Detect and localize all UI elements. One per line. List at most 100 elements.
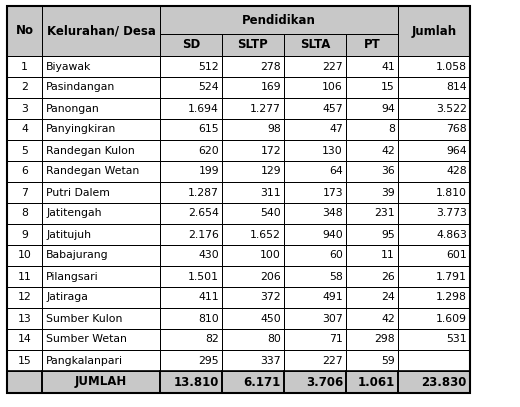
Text: 1.277: 1.277: [250, 103, 281, 114]
Text: 60: 60: [329, 250, 343, 260]
Bar: [284, 308, 346, 329]
Bar: [284, 245, 346, 266]
Bar: [398, 287, 470, 308]
Bar: [346, 308, 398, 329]
Bar: [42, 6, 160, 56]
Text: 6: 6: [21, 166, 28, 177]
Bar: [398, 56, 470, 77]
Bar: [160, 245, 222, 266]
Bar: [398, 329, 470, 350]
Bar: [160, 161, 222, 182]
Text: SLTA: SLTA: [300, 39, 330, 52]
Bar: [398, 6, 470, 56]
Bar: [160, 371, 222, 393]
Bar: [42, 182, 160, 203]
Bar: [7, 371, 42, 393]
Bar: [42, 245, 160, 266]
Bar: [398, 182, 470, 203]
Bar: [222, 140, 284, 161]
Bar: [42, 119, 160, 140]
Bar: [284, 77, 346, 98]
Text: 80: 80: [267, 335, 281, 344]
Text: 82: 82: [205, 335, 219, 344]
Bar: [7, 329, 42, 350]
Bar: [284, 350, 346, 371]
Bar: [346, 203, 398, 224]
Text: 450: 450: [260, 313, 281, 324]
Bar: [284, 245, 346, 266]
Bar: [398, 266, 470, 287]
Bar: [7, 119, 42, 140]
Bar: [160, 182, 222, 203]
Text: 1.652: 1.652: [250, 230, 281, 239]
Bar: [7, 224, 42, 245]
Bar: [160, 140, 222, 161]
Text: Pilangsari: Pilangsari: [46, 271, 99, 282]
Bar: [160, 56, 222, 77]
Bar: [42, 287, 160, 308]
Bar: [346, 119, 398, 140]
Bar: [222, 182, 284, 203]
Bar: [284, 371, 346, 393]
Bar: [160, 266, 222, 287]
Text: 1.298: 1.298: [436, 293, 467, 302]
Text: 615: 615: [198, 125, 219, 134]
Bar: [346, 161, 398, 182]
Text: 8: 8: [388, 125, 395, 134]
Text: 3.522: 3.522: [436, 103, 467, 114]
Text: 39: 39: [381, 188, 395, 197]
Bar: [222, 98, 284, 119]
Bar: [346, 350, 398, 371]
Text: 768: 768: [446, 125, 467, 134]
Bar: [398, 140, 470, 161]
Bar: [7, 6, 42, 56]
Bar: [7, 350, 42, 371]
Text: 15: 15: [18, 355, 31, 365]
Bar: [222, 119, 284, 140]
Bar: [398, 224, 470, 245]
Bar: [398, 245, 470, 266]
Bar: [160, 98, 222, 119]
Bar: [398, 308, 470, 329]
Bar: [7, 140, 42, 161]
Bar: [160, 34, 222, 56]
Text: 9: 9: [21, 230, 28, 239]
Bar: [398, 98, 470, 119]
Bar: [222, 245, 284, 266]
Text: 601: 601: [446, 250, 467, 260]
Bar: [7, 224, 42, 245]
Bar: [42, 287, 160, 308]
Bar: [160, 98, 222, 119]
Bar: [7, 287, 42, 308]
Bar: [398, 119, 470, 140]
Text: 1.694: 1.694: [188, 103, 219, 114]
Text: 2: 2: [21, 83, 28, 92]
Bar: [284, 140, 346, 161]
Bar: [284, 203, 346, 224]
Text: 3: 3: [21, 103, 28, 114]
Text: Putri Dalem: Putri Dalem: [46, 188, 110, 197]
Bar: [7, 203, 42, 224]
Bar: [346, 266, 398, 287]
Bar: [160, 308, 222, 329]
Bar: [222, 161, 284, 182]
Bar: [222, 203, 284, 224]
Text: 58: 58: [329, 271, 343, 282]
Bar: [42, 161, 160, 182]
Bar: [7, 98, 42, 119]
Bar: [42, 98, 160, 119]
Text: 206: 206: [260, 271, 281, 282]
Text: 1.058: 1.058: [436, 61, 467, 72]
Bar: [7, 182, 42, 203]
Text: 11: 11: [18, 271, 31, 282]
Bar: [346, 56, 398, 77]
Bar: [7, 266, 42, 287]
Bar: [7, 161, 42, 182]
Text: 13.810: 13.810: [174, 376, 219, 389]
Text: SLTP: SLTP: [238, 39, 268, 52]
Text: Panongan: Panongan: [46, 103, 100, 114]
Bar: [398, 308, 470, 329]
Bar: [160, 34, 222, 56]
Bar: [284, 329, 346, 350]
Bar: [222, 98, 284, 119]
